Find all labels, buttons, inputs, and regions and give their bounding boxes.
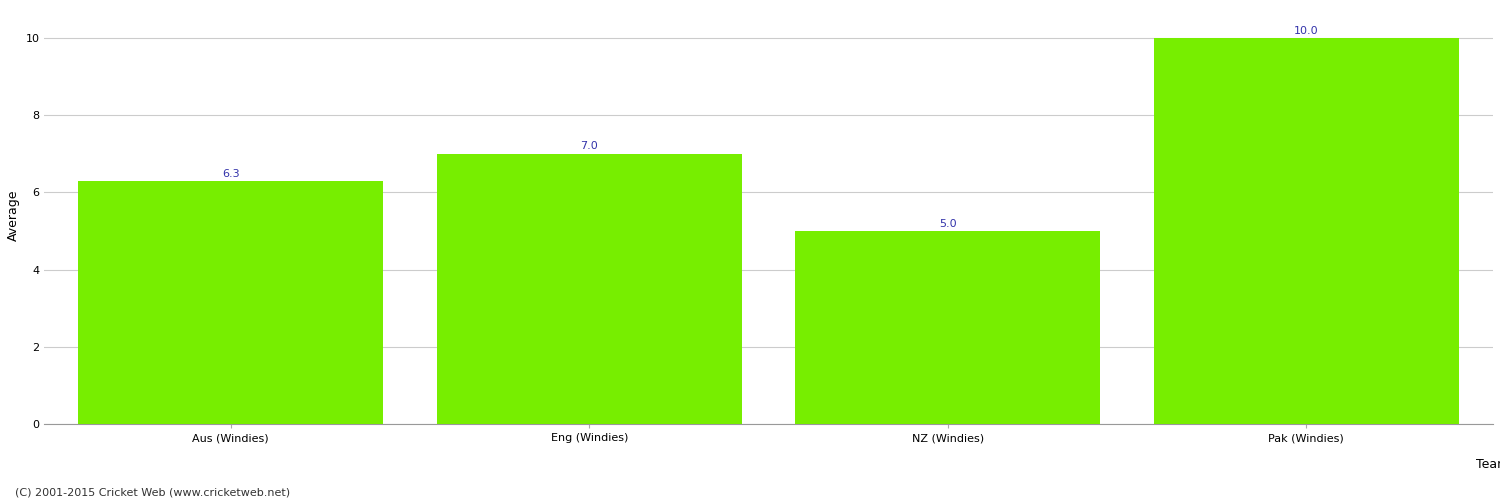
X-axis label: Team: Team <box>1476 458 1500 470</box>
Text: 7.0: 7.0 <box>580 142 598 152</box>
Bar <box>1154 38 1458 424</box>
Text: 10.0: 10.0 <box>1294 26 1318 36</box>
Text: 6.3: 6.3 <box>222 168 240 178</box>
Bar <box>795 231 1100 424</box>
Text: (C) 2001-2015 Cricket Web (www.cricketweb.net): (C) 2001-2015 Cricket Web (www.cricketwe… <box>15 488 290 498</box>
Bar <box>78 181 382 424</box>
Y-axis label: Average: Average <box>8 190 20 242</box>
Text: 5.0: 5.0 <box>939 218 957 228</box>
Bar <box>436 154 741 424</box>
